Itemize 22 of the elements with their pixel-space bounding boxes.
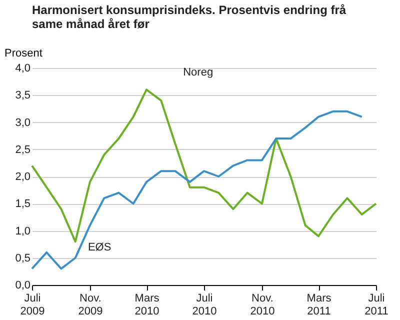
y-tick-label: 4,0 [15, 62, 30, 74]
x-tick-label: Nov. 2010 [250, 292, 275, 318]
y-tick-label: 0,0 [15, 280, 30, 292]
chart-title: Harmonisert konsumprisindeks. Prosentvis endring frå same månad året før [32, 3, 346, 31]
line-series [31, 110, 363, 270]
text: Noreg [183, 66, 214, 79]
x-tick-label: Juli 2010 [192, 292, 217, 318]
line-series [31, 88, 377, 243]
y-tick-label: 0,5 [15, 252, 30, 264]
series-label: EØS [88, 241, 112, 254]
y-tick-label: 1,5 [15, 198, 30, 210]
y-tick-label: 1,0 [15, 225, 30, 238]
y-axis-title: Prosent [4, 48, 42, 60]
x-tick-label: Juli 2011 [364, 292, 388, 318]
x-tick-label: Nov. 2009 [78, 292, 103, 318]
y-tick-label: 2,5 [15, 144, 30, 156]
y-tick-label: 3,0 [15, 116, 30, 129]
y-tick-label: 3,5 [15, 90, 30, 102]
x-tick-label: Mars 2010 [134, 292, 160, 318]
x-tick-label: Juli 2009 [20, 292, 45, 318]
y-tick-label: 2,0 [15, 171, 30, 183]
x-tick-label: Mars 2011 [306, 292, 332, 318]
